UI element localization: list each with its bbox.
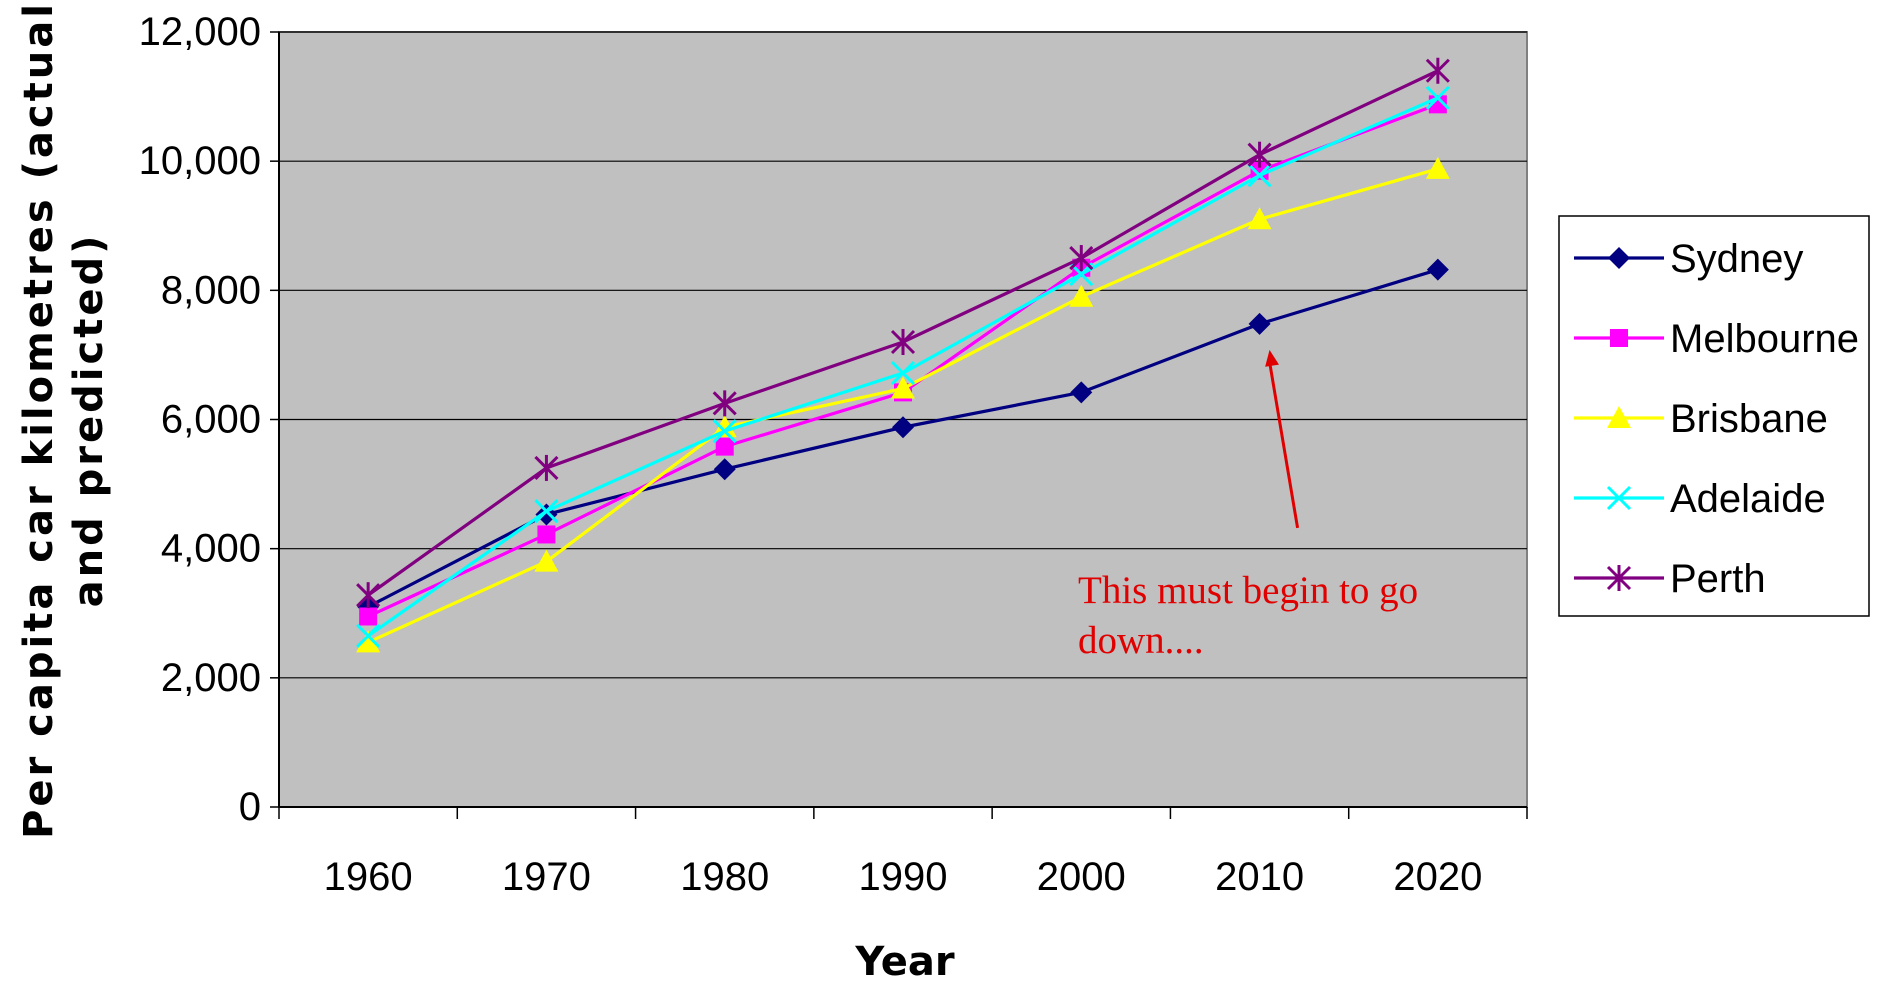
annotation-text-line-2: down.... xyxy=(1078,619,1204,662)
data-point-brisbane xyxy=(712,415,737,438)
legend-item-adelaide: Adelaide xyxy=(1574,477,1826,521)
series-group xyxy=(356,57,1450,653)
data-point-perth xyxy=(890,329,916,355)
data-point-sydney xyxy=(1426,258,1449,281)
y-axis-ticks: 0 2,000 4,000 6,000 8,000 10,000 12,000 xyxy=(139,10,279,829)
data-point-brisbane xyxy=(356,630,381,653)
legend-label: Perth xyxy=(1670,557,1766,601)
annotation: This must begin to go down.... xyxy=(1078,349,1418,662)
legend-marker xyxy=(1606,565,1632,591)
data-point-adelaide xyxy=(534,499,559,524)
data-point-adelaide xyxy=(356,623,381,648)
data-point-melbourne xyxy=(359,607,378,626)
legend-item-brisbane: Brisbane xyxy=(1574,397,1828,441)
data-point-melbourne xyxy=(1250,161,1269,180)
data-point-sydney xyxy=(713,458,736,481)
legend-marker xyxy=(1608,247,1630,269)
data-point-brisbane xyxy=(1425,156,1450,179)
data-point-perth xyxy=(356,582,381,609)
annotation-text-line-1: This must begin to go xyxy=(1078,569,1418,612)
data-point-brisbane xyxy=(1247,207,1272,230)
legend-label: Melbourne xyxy=(1670,317,1859,361)
y-tick-label: 2,000 xyxy=(161,656,261,700)
legend-marker xyxy=(1606,485,1632,511)
x-tick-label: 2020 xyxy=(1393,855,1482,899)
legend-label: Sydney xyxy=(1670,237,1803,281)
x-tick-label: 2010 xyxy=(1215,855,1304,899)
gridlines xyxy=(279,31,1527,679)
annotation-arrow xyxy=(1268,361,1300,529)
legend-box xyxy=(1558,215,1870,617)
legend-label: Brisbane xyxy=(1670,397,1828,441)
y-axis-title-line-1: Per capita car kilometres (actual xyxy=(16,1,62,839)
series-perth xyxy=(356,57,1450,609)
x-tick-label: 1990 xyxy=(859,855,948,899)
x-tick-label: 1980 xyxy=(680,855,769,899)
data-point-perth xyxy=(534,454,559,481)
y-tick-label: 10,000 xyxy=(139,139,261,183)
data-point-sydney xyxy=(1070,381,1093,404)
series-brisbane xyxy=(356,156,1450,653)
annotation-arrowhead xyxy=(1265,349,1279,367)
legend: Sydney Melbourne Brisbane Adelaide Perth xyxy=(1558,215,1870,617)
series-adelaide xyxy=(356,85,1450,648)
data-point-sydney xyxy=(1248,312,1271,335)
y-tick-label: 4,000 xyxy=(161,527,261,571)
data-point-adelaide xyxy=(712,419,737,444)
legend-label: Adelaide xyxy=(1670,477,1826,521)
legend-item-melbourne: Melbourne xyxy=(1574,317,1859,361)
x-tick-label: 1960 xyxy=(324,855,413,899)
legend-item-sydney: Sydney xyxy=(1574,237,1803,281)
data-point-brisbane xyxy=(1069,284,1094,307)
y-axis-title-line-2: and predicted) xyxy=(66,233,112,608)
x-tick-label: 1970 xyxy=(502,855,591,899)
data-point-perth xyxy=(1425,57,1450,84)
y-tick-label: 8,000 xyxy=(161,268,261,312)
legend-item-perth: Perth xyxy=(1574,557,1766,601)
x-axis-title: Year xyxy=(854,939,954,985)
data-point-brisbane xyxy=(534,549,559,572)
data-point-adelaide xyxy=(1425,85,1450,110)
x-axis-ticks: 1960 1970 1980 1990 2000 2010 2020 xyxy=(278,807,1528,899)
data-point-perth xyxy=(1069,245,1094,272)
legend-marker xyxy=(1610,329,1628,347)
data-point-brisbane xyxy=(891,376,915,399)
y-tick-label: 12,000 xyxy=(139,10,261,54)
data-point-sydney xyxy=(892,416,914,439)
data-point-melbourne xyxy=(715,437,734,456)
data-point-adelaide xyxy=(1247,163,1272,188)
data-point-melbourne xyxy=(537,525,556,544)
x-tick-label: 2000 xyxy=(1037,855,1126,899)
y-tick-label: 6,000 xyxy=(161,398,261,442)
y-tick-label: 0 xyxy=(239,785,261,829)
data-point-adelaide xyxy=(890,360,916,386)
data-point-perth xyxy=(1247,141,1272,168)
legend-marker xyxy=(1607,406,1631,428)
data-point-perth xyxy=(712,390,737,417)
